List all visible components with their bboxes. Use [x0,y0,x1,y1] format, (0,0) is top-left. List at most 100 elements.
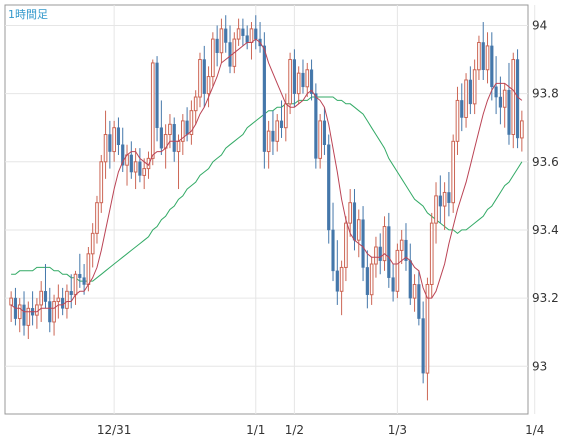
candle-body [176,140,181,153]
candle-body [344,222,348,268]
candle-down [327,134,331,244]
candle-up [52,294,56,336]
candle-body [48,301,52,323]
candle-up [412,274,417,312]
candle-body [193,96,198,112]
candle-down [121,127,125,173]
candle-down [481,22,485,80]
candle-up [502,83,507,128]
candle-down [224,15,228,53]
candle-down [417,270,421,326]
candle-body [395,249,400,292]
candle-body [399,239,404,251]
candles [9,15,524,401]
plot-area [4,4,529,415]
candle-body [279,120,284,128]
candle-body [507,89,511,135]
candle-body [442,191,447,207]
candle-body [90,232,95,255]
candle-down [22,291,26,336]
candle-up [150,59,155,166]
candle-down [404,223,408,271]
candle-body [339,266,344,292]
candle-down [271,110,275,155]
candle-up [39,281,44,322]
candle-body [305,69,310,88]
candle-down [468,66,472,115]
candle-down [241,18,245,46]
candle-body [121,144,125,166]
candle-body [266,130,271,153]
candle-body [404,239,408,261]
candle-up [382,216,387,271]
candle-up [288,52,292,115]
candle-down [215,25,219,67]
candle-body [180,120,185,142]
candle-up [464,73,468,128]
candle-down [490,32,494,101]
candle-body [86,253,91,285]
candle-up [180,114,185,155]
ma-short-layer [10,38,523,313]
candle-up [219,18,224,63]
candle-down [421,301,425,384]
candle-body [142,168,147,176]
candle-body [378,246,382,261]
candle-body [241,28,245,36]
candle-body [198,59,202,98]
candle-body [254,28,258,40]
candle-body [481,42,485,71]
candle-down [78,253,82,288]
candle-up [211,32,215,87]
candle-body [494,86,498,98]
candle-up [339,260,344,316]
candle-body [56,297,61,303]
candle-body [116,127,121,145]
candle-body [515,59,520,139]
candle-body [172,124,176,152]
candle-body [206,76,211,95]
candle-down [309,59,314,101]
candle-body [451,140,456,204]
candle-body [391,277,395,292]
candle-body [17,304,22,320]
candle-up [17,298,22,333]
candle-down [138,148,142,183]
candle-down [129,141,133,179]
candle-up [35,298,39,329]
candle-up [193,90,198,125]
candle-up [103,110,108,179]
candle-down [378,233,382,275]
candle-body [301,72,305,88]
candle-body [69,291,73,295]
candle-body [211,38,215,78]
candle-body [468,79,472,105]
candle-body [408,260,412,299]
candle-down [507,62,511,145]
candle-up [348,189,353,237]
candle-body [95,202,99,234]
candle-body [498,96,502,108]
candle-down [322,107,327,155]
candle-up [442,182,447,230]
candle-up [133,148,138,190]
candle-body [9,297,13,306]
candle-down [82,264,86,295]
candle-body [185,120,189,135]
candle-body [108,134,112,152]
x-tick-label: 1/4 [525,423,544,437]
ma-short-line [10,38,523,313]
candle-up [395,243,400,299]
candle-body [314,93,318,159]
y-tick-label: 93.2 [532,291,559,305]
candle-down [515,49,520,149]
gridlines [5,5,536,414]
candle-body [434,195,438,224]
candle-up [305,62,310,98]
candle-body [262,45,266,152]
candle-body [460,100,464,118]
candle-body [65,290,69,309]
candle-body [224,28,228,43]
y-tick-label: 93.6 [532,155,559,169]
